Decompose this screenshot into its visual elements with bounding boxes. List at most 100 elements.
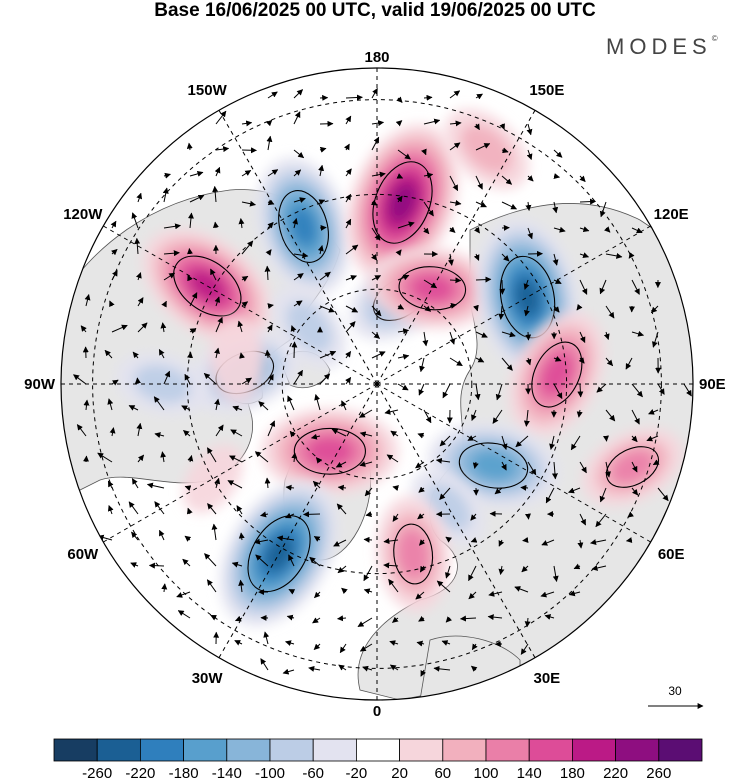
longitude-label: 120W <box>63 206 103 223</box>
wind-arrow <box>214 166 221 177</box>
latitude-circle <box>186 193 568 575</box>
wind-arrow <box>345 305 359 313</box>
wind-arrow <box>264 349 271 359</box>
wind-arrow <box>288 554 295 567</box>
wind-arrow <box>631 435 638 443</box>
wind-arrow <box>312 617 321 624</box>
wind-arrow <box>445 616 452 623</box>
wind-arrow <box>241 377 252 385</box>
colorbar-tick-label: 260 <box>646 765 671 782</box>
wind-arrow <box>210 268 217 281</box>
wind-arrow <box>265 119 273 127</box>
wind-arrow <box>471 409 477 421</box>
wind-vectors <box>73 87 692 677</box>
wind-arrow <box>230 429 243 437</box>
colorbar-tick-label: -100 <box>255 765 285 782</box>
wind-arrow <box>293 369 303 385</box>
wind-arrow <box>473 253 480 261</box>
wind-arrow <box>552 201 559 214</box>
colorbar-swatch <box>572 738 617 762</box>
wind-arrow <box>241 240 254 255</box>
longitude-label: 0 <box>373 703 381 720</box>
wind-arrow <box>345 275 357 281</box>
wind-arrow <box>470 537 478 543</box>
wind-arrow <box>577 539 584 549</box>
colorbar-swatch <box>53 738 98 762</box>
wind-arrow <box>495 383 503 401</box>
wind-arrow <box>470 513 477 521</box>
wind-arrow <box>134 377 141 385</box>
wind-arrow <box>599 201 607 218</box>
wind-arrow <box>231 561 243 568</box>
wind-arrow <box>422 331 429 347</box>
wind-arrow <box>397 383 409 391</box>
wind-arrow <box>371 331 380 339</box>
wind-arrow <box>359 643 373 652</box>
longitude-label: 30W <box>192 670 224 687</box>
wind-arrow <box>423 118 441 125</box>
wind-arrow <box>344 143 350 151</box>
wind-arrow <box>206 579 217 593</box>
wind-arrow <box>137 322 148 333</box>
wind-arrow <box>397 274 410 281</box>
wind-arrow <box>579 461 587 474</box>
wind-arrow <box>315 457 323 464</box>
wind-arrow <box>333 539 347 547</box>
wind-arrow <box>267 199 275 206</box>
wind-arrow <box>163 172 171 179</box>
wind-arrow <box>631 279 640 295</box>
wind-arrow <box>148 562 165 569</box>
wind-arrow <box>389 640 399 646</box>
wind-arrow <box>160 451 167 463</box>
wind-arrow <box>239 352 245 359</box>
colorbar-swatch <box>183 738 228 762</box>
wind-arrow <box>158 348 165 359</box>
longitude-label: 180 <box>364 49 389 66</box>
colorbar-swatch <box>485 738 530 762</box>
wind-arrow <box>553 356 562 362</box>
wind-arrow <box>204 553 217 567</box>
wind-arrow <box>111 324 128 333</box>
wind-arrow <box>605 357 614 367</box>
wind-arrow <box>471 643 478 651</box>
wind-arrow <box>625 537 633 543</box>
wind-arrow <box>337 565 347 574</box>
colorbar-tick-label: 100 <box>473 765 498 782</box>
wind-arrow <box>319 350 337 359</box>
colorbar-swatch <box>658 738 703 762</box>
colorbar-tick-label: 220 <box>603 765 628 782</box>
wind-arrow <box>76 424 87 437</box>
wind-arrow <box>549 435 556 450</box>
colorbar-swatch <box>139 738 184 762</box>
wind-arrow <box>415 461 425 469</box>
wind-arrow <box>544 614 555 620</box>
wind-arrow <box>134 237 141 255</box>
wind-arrow <box>187 351 194 359</box>
wind-arrow <box>488 590 503 597</box>
wind-arrow <box>312 480 321 489</box>
wind-arrow <box>371 136 380 151</box>
wind-arrow <box>189 292 198 307</box>
wind-arrow <box>552 565 559 582</box>
wind-arrow <box>395 120 403 127</box>
wind-arrow <box>577 383 584 398</box>
wind-arrow <box>579 513 587 526</box>
wind-arrow <box>293 197 306 203</box>
longitude-label: 120E <box>654 206 689 223</box>
wind-arrow <box>241 301 249 308</box>
wind-arrow <box>258 401 269 411</box>
wind-arrow <box>603 331 610 340</box>
wind-arrow <box>576 303 583 311</box>
wind-arrow <box>110 220 117 229</box>
wind-arrow <box>631 487 639 496</box>
wind-arrow <box>397 303 405 310</box>
wind-arrow <box>153 396 165 411</box>
wind-arrow <box>345 168 352 177</box>
wind-arrow <box>238 218 245 229</box>
wind-arrow <box>396 195 403 203</box>
wind-arrow <box>288 589 296 595</box>
longitude-label: 150W <box>188 82 228 99</box>
wind-arrow <box>421 148 427 156</box>
wind-arrow <box>345 376 352 385</box>
wind-arrow <box>371 227 381 241</box>
